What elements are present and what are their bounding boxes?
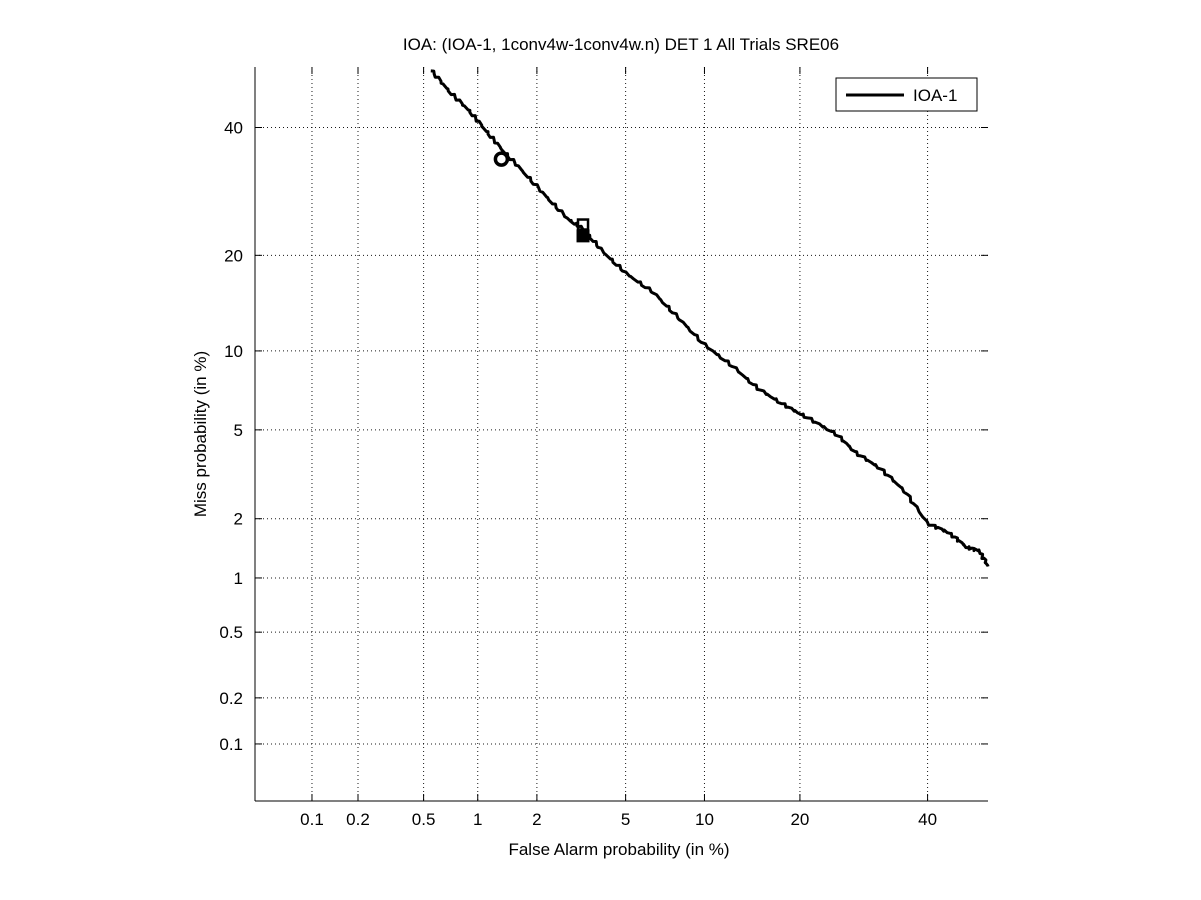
- x-axis-label: False Alarm probability (in %): [508, 840, 729, 859]
- x-tick-label: 0.2: [346, 810, 370, 829]
- y-tick-label: 2: [234, 510, 243, 529]
- x-tick-label: 2: [532, 810, 541, 829]
- x-tick-label: 20: [790, 810, 809, 829]
- y-tick-label: 5: [234, 421, 243, 440]
- y-tick-label: 0.1: [219, 735, 243, 754]
- marker-layer: [493, 151, 590, 243]
- x-tick-label: 5: [621, 810, 630, 829]
- x-tick-label: 40: [918, 810, 937, 829]
- y-tick-label: 1: [234, 569, 243, 588]
- operating-point-square-open: [576, 218, 590, 231]
- y-tick-labels: 0.1 0.2 0.5 1 2 5 10 20 40: [219, 118, 988, 754]
- y-tick-label: 40: [224, 118, 243, 137]
- legend: IOA-1: [835, 77, 978, 112]
- chart-title: IOA: (IOA-1, 1conv4w-1conv4w.n) DET 1 Al…: [403, 35, 839, 54]
- y-axis-label: Miss probability (in %): [191, 351, 210, 517]
- y-tick-label: 10: [224, 342, 243, 361]
- y-tick-label: 0.2: [219, 689, 243, 708]
- operating-point-square: [576, 229, 590, 243]
- x-tick-label: 0.5: [412, 810, 436, 829]
- x-tick-labels: 0.1 0.2 0.5 1 2 5 10 20 40: [300, 67, 937, 829]
- x-tick-label: 1: [473, 810, 482, 829]
- grid-layer: [254, 67, 988, 802]
- y-tick-label: 0.5: [219, 623, 243, 642]
- x-tick-label: 0.1: [300, 810, 324, 829]
- y-tick-label: 20: [224, 246, 243, 265]
- x-tick-label: 10: [695, 810, 714, 829]
- operating-point-circle: [493, 151, 510, 167]
- legend-label-ioa-1: IOA-1: [913, 86, 957, 105]
